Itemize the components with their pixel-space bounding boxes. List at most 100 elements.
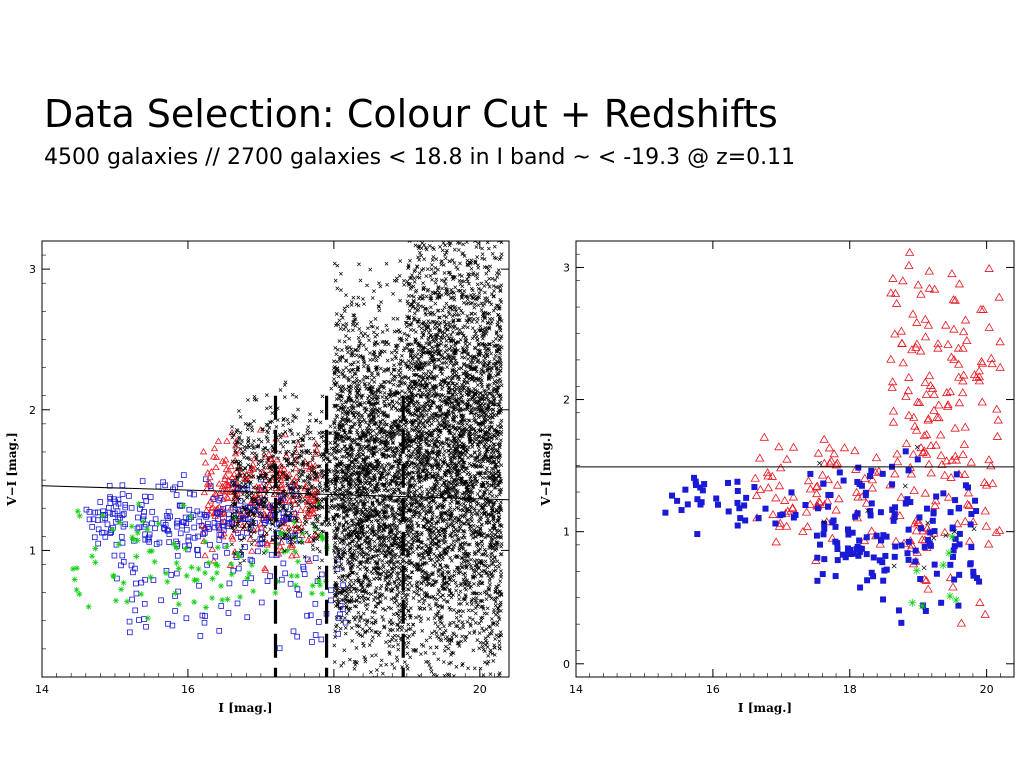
data-point (264, 505, 269, 509)
data-point (254, 444, 259, 449)
data-point (400, 389, 404, 394)
data-point (384, 640, 388, 645)
data-point (457, 495, 462, 500)
data-point (216, 531, 223, 538)
data-point (416, 219, 419, 222)
data-point (290, 392, 295, 397)
data-point (372, 406, 377, 411)
data-point (319, 430, 324, 435)
data-point (282, 395, 287, 399)
data-point (304, 536, 312, 544)
data-point (262, 450, 266, 455)
data-point (392, 487, 397, 492)
data-point (224, 596, 231, 603)
data-point (242, 507, 247, 512)
data-point (228, 561, 235, 568)
data-point (291, 500, 299, 507)
data-point (341, 541, 346, 546)
data-point (374, 358, 379, 363)
data-point (230, 515, 235, 519)
data-point (335, 631, 341, 637)
data-point (233, 459, 238, 464)
data-point (446, 230, 449, 233)
data-point (394, 638, 398, 643)
data-point (293, 445, 298, 450)
series-black-cross (229, 219, 504, 687)
data-point (212, 561, 219, 568)
data-point (229, 535, 237, 542)
data-point (489, 351, 494, 356)
data-point (277, 538, 286, 546)
data-point (356, 632, 361, 636)
data-point (224, 523, 231, 530)
data-point (242, 558, 246, 563)
data-point (288, 501, 293, 506)
data-point (443, 518, 448, 522)
data-point (173, 544, 180, 551)
data-point (312, 495, 317, 499)
data-point (303, 479, 308, 483)
data-point (114, 575, 120, 582)
data-point (266, 439, 270, 444)
data-point (319, 469, 323, 474)
data-point (161, 525, 167, 531)
data-point (240, 543, 245, 548)
data-point (226, 519, 232, 526)
data-point (336, 374, 341, 379)
data-point (313, 514, 318, 519)
data-point (144, 615, 151, 622)
data-point (317, 513, 322, 518)
data-point (471, 225, 474, 228)
data-point (336, 507, 340, 512)
data-point (213, 569, 220, 576)
data-point (495, 236, 498, 239)
data-point (317, 464, 322, 469)
data-point (230, 501, 235, 506)
data-point (357, 355, 362, 359)
data-point (233, 451, 238, 456)
data-point (312, 504, 316, 508)
data-point (442, 679, 445, 682)
data-point (381, 422, 386, 427)
data-point (310, 521, 314, 526)
data-point (320, 475, 325, 480)
data-point (152, 525, 158, 532)
data-point (143, 498, 149, 504)
data-point (287, 538, 292, 543)
data-point (286, 458, 291, 462)
data-point (312, 530, 317, 535)
data-point (252, 497, 257, 502)
data-point (119, 491, 126, 497)
data-point (296, 591, 302, 598)
data-point (247, 445, 252, 450)
data-point (274, 578, 281, 585)
data-point (317, 443, 322, 448)
data-point (394, 565, 399, 569)
data-point (236, 447, 244, 454)
data-point (483, 475, 488, 480)
data-point (284, 477, 289, 482)
data-point (379, 583, 384, 588)
data-point (408, 327, 413, 332)
data-point (195, 533, 201, 540)
data-point (191, 577, 198, 584)
data-point (492, 357, 497, 362)
data-point (348, 370, 353, 374)
data-point (177, 481, 184, 487)
data-point (475, 492, 480, 496)
data-point (374, 585, 379, 590)
data-point (349, 626, 354, 630)
data-point (310, 543, 315, 548)
data-point (328, 440, 333, 445)
data-point (458, 614, 463, 618)
data-point (204, 524, 211, 530)
data-point (328, 505, 333, 510)
data-point (375, 530, 380, 534)
data-point (238, 548, 243, 553)
data-point (305, 497, 314, 504)
data-point (95, 540, 101, 547)
data-point (309, 465, 314, 470)
data-point (183, 615, 190, 622)
data-point (440, 684, 443, 687)
data-point (294, 499, 299, 504)
